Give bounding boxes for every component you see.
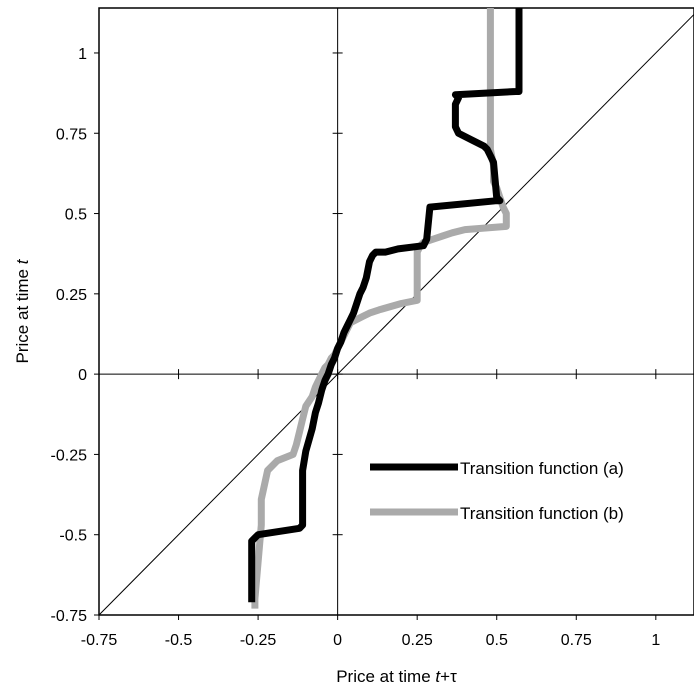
x-tick-label: -0.25 (240, 632, 277, 649)
y-axis-title-var: t (13, 258, 32, 264)
x-axis-title: Price at time t+τ (336, 667, 457, 686)
y-tick-label: 0.25 (56, 287, 87, 304)
plot-area (98, 7, 694, 616)
y-tick-label: 0 (78, 367, 87, 384)
y-tick-label: -0.5 (59, 528, 87, 545)
y-axis-title: Price at time t (13, 258, 32, 363)
y-tick-label: 0.5 (65, 207, 87, 224)
plot-frame (98, 7, 694, 616)
x-tick-label: 0.75 (561, 632, 592, 649)
y-tick-label: -0.75 (51, 608, 88, 625)
x-tick-label: -0.5 (165, 632, 193, 649)
x-tick-label: 0.5 (486, 632, 508, 649)
y-tick-label: -0.25 (51, 447, 88, 464)
x-tick-label: 0 (333, 632, 342, 649)
y-tick-label: 1 (78, 46, 87, 63)
x-tick-label: -0.75 (81, 632, 118, 649)
diagonal-reference-line (99, 14, 694, 615)
x-axis-title-suffix: +τ (440, 667, 457, 686)
x-tick-label: 0.25 (402, 632, 433, 649)
x-axis-title-prefix: Price at time (336, 667, 435, 686)
series-line-a (248, 8, 523, 603)
y-axis-title-prefix: Price at time (13, 264, 32, 363)
legend-label-b: Transition function (b) (460, 504, 624, 523)
legend: Transition function (a) Transition funct… (370, 459, 624, 523)
x-axis-title-var: t (435, 667, 441, 686)
legend-label-a: Transition function (a) (460, 459, 624, 478)
x-tick-label: 1 (651, 632, 660, 649)
y-tick-label: 0.75 (56, 126, 87, 143)
series-layer (248, 8, 523, 609)
y-axis-ticks: -0.75 -0.5 -0.25 0 0.25 0.5 0.75 1 (51, 46, 343, 625)
x-axis-ticks: -0.75 -0.5 -0.25 0 0.25 0.5 0.75 1 (81, 369, 660, 649)
